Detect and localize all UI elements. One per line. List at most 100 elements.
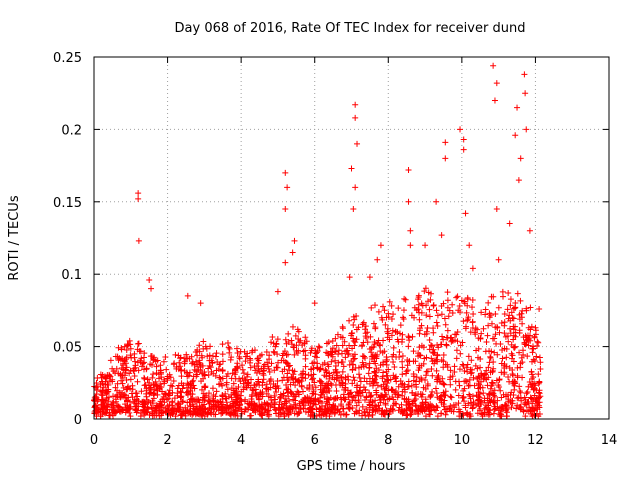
data-point xyxy=(235,404,242,411)
data-point xyxy=(247,364,254,371)
data-point xyxy=(522,396,529,403)
data-point xyxy=(185,388,192,395)
data-point xyxy=(416,362,423,369)
data-point xyxy=(472,362,479,369)
data-point xyxy=(146,411,153,418)
data-point xyxy=(127,398,134,405)
data-point xyxy=(536,387,543,394)
data-point xyxy=(97,371,104,378)
data-point xyxy=(350,313,357,320)
data-point xyxy=(521,401,528,408)
data-point xyxy=(488,348,495,355)
data-point xyxy=(234,349,241,356)
data-point xyxy=(409,400,416,407)
data-point xyxy=(536,305,543,312)
data-point xyxy=(124,406,131,413)
data-point xyxy=(107,357,114,364)
data-point xyxy=(169,399,176,406)
data-point xyxy=(274,336,281,343)
data-point xyxy=(176,359,183,366)
data-point xyxy=(294,411,301,418)
data-point xyxy=(356,374,363,381)
y-tick-label: 0.05 xyxy=(53,341,82,356)
data-point xyxy=(470,374,477,381)
data-point xyxy=(208,410,215,417)
data-point xyxy=(161,376,168,383)
data-point xyxy=(427,401,434,408)
data-point xyxy=(434,413,441,420)
data-point xyxy=(207,409,214,416)
data-point xyxy=(405,343,412,350)
data-point xyxy=(395,305,402,312)
data-point xyxy=(290,344,297,351)
data-point xyxy=(142,381,149,388)
data-point xyxy=(496,329,503,336)
data-point xyxy=(263,348,270,355)
data-point xyxy=(345,350,352,357)
data-point xyxy=(117,404,124,411)
data-point xyxy=(507,296,514,303)
data-point xyxy=(346,361,353,368)
data-point xyxy=(438,399,445,406)
data-point xyxy=(359,321,366,328)
data-point xyxy=(241,408,248,415)
data-point xyxy=(534,401,541,408)
data-point xyxy=(252,409,259,416)
data-point xyxy=(160,409,167,416)
data-point xyxy=(147,353,154,360)
data-point xyxy=(537,393,544,400)
data-point xyxy=(252,403,259,410)
data-point xyxy=(223,379,230,386)
data-point xyxy=(510,326,517,333)
data-point xyxy=(406,337,413,344)
data-point xyxy=(434,352,441,359)
data-point xyxy=(512,343,519,350)
data-point xyxy=(200,345,207,352)
data-point xyxy=(338,359,345,366)
plot-frame xyxy=(93,56,610,420)
data-point xyxy=(490,392,497,399)
data-point xyxy=(510,315,517,322)
data-point xyxy=(271,392,278,399)
data-point xyxy=(251,363,258,370)
data-point xyxy=(131,400,138,407)
data-point xyxy=(352,339,359,346)
data-point xyxy=(332,382,339,389)
data-point xyxy=(383,407,390,414)
data-point xyxy=(405,333,412,340)
data-point xyxy=(434,312,441,319)
data-point xyxy=(323,349,330,356)
data-point xyxy=(127,376,134,383)
data-point xyxy=(478,330,485,337)
data-point xyxy=(301,340,308,347)
data-point xyxy=(371,338,378,345)
data-point xyxy=(193,361,200,368)
data-point xyxy=(310,388,317,395)
data-point xyxy=(249,386,256,393)
data-point xyxy=(464,317,471,324)
data-point xyxy=(388,316,395,323)
data-point xyxy=(124,397,131,404)
data-point xyxy=(382,400,389,407)
data-point xyxy=(422,385,429,392)
data-point xyxy=(135,403,142,410)
data-point xyxy=(213,388,220,395)
data-point xyxy=(310,371,317,378)
data-point xyxy=(345,405,352,412)
data-point xyxy=(446,405,453,412)
data-point xyxy=(512,304,519,311)
data-point xyxy=(475,396,482,403)
data-point xyxy=(503,393,510,400)
data-point xyxy=(473,392,480,399)
data-point xyxy=(280,374,287,381)
data-point xyxy=(390,396,397,403)
data-point xyxy=(383,356,390,363)
data-point xyxy=(490,358,497,365)
data-point xyxy=(276,399,283,406)
data-point xyxy=(502,401,509,408)
data-point xyxy=(292,382,299,389)
data-point xyxy=(439,333,446,340)
data-point xyxy=(240,370,247,377)
data-point xyxy=(322,382,329,389)
data-point xyxy=(109,365,116,372)
